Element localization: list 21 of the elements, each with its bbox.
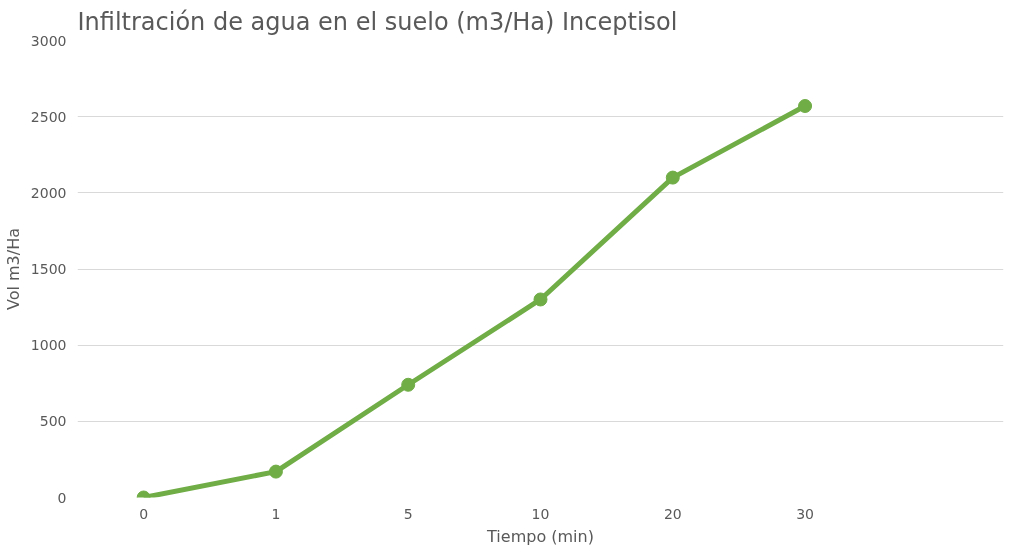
y-axis-title: Vol m3/Ha: [3, 227, 23, 311]
y-tick-label: 1500: [30, 261, 67, 277]
x-tick-label: 10: [531, 505, 550, 522]
point: [268, 464, 283, 479]
chart-title: Infiltración de agua en el suelo (m3/Ha) Inceptisol: [77, 7, 678, 36]
point: [665, 170, 680, 185]
y-tick-label: 1000: [30, 337, 67, 354]
y-tick-label: 0: [57, 489, 67, 506]
x-tick-label: 30: [796, 505, 814, 522]
point: [533, 292, 548, 307]
y-tick-label: 3000: [30, 32, 67, 49]
x-tick-label: 1: [271, 505, 281, 522]
y-tick-label: 2500: [30, 108, 67, 125]
point: [401, 377, 416, 392]
x-tick-label: 20: [663, 505, 682, 522]
x-tick-label: 5: [403, 505, 413, 522]
x-tick-label: 0: [139, 505, 149, 522]
y-tick-label: 500: [39, 413, 67, 430]
y-tick-label: 2000: [30, 184, 67, 201]
x-axis-title: Tiempo (min): [486, 526, 594, 546]
point: [798, 99, 813, 113]
